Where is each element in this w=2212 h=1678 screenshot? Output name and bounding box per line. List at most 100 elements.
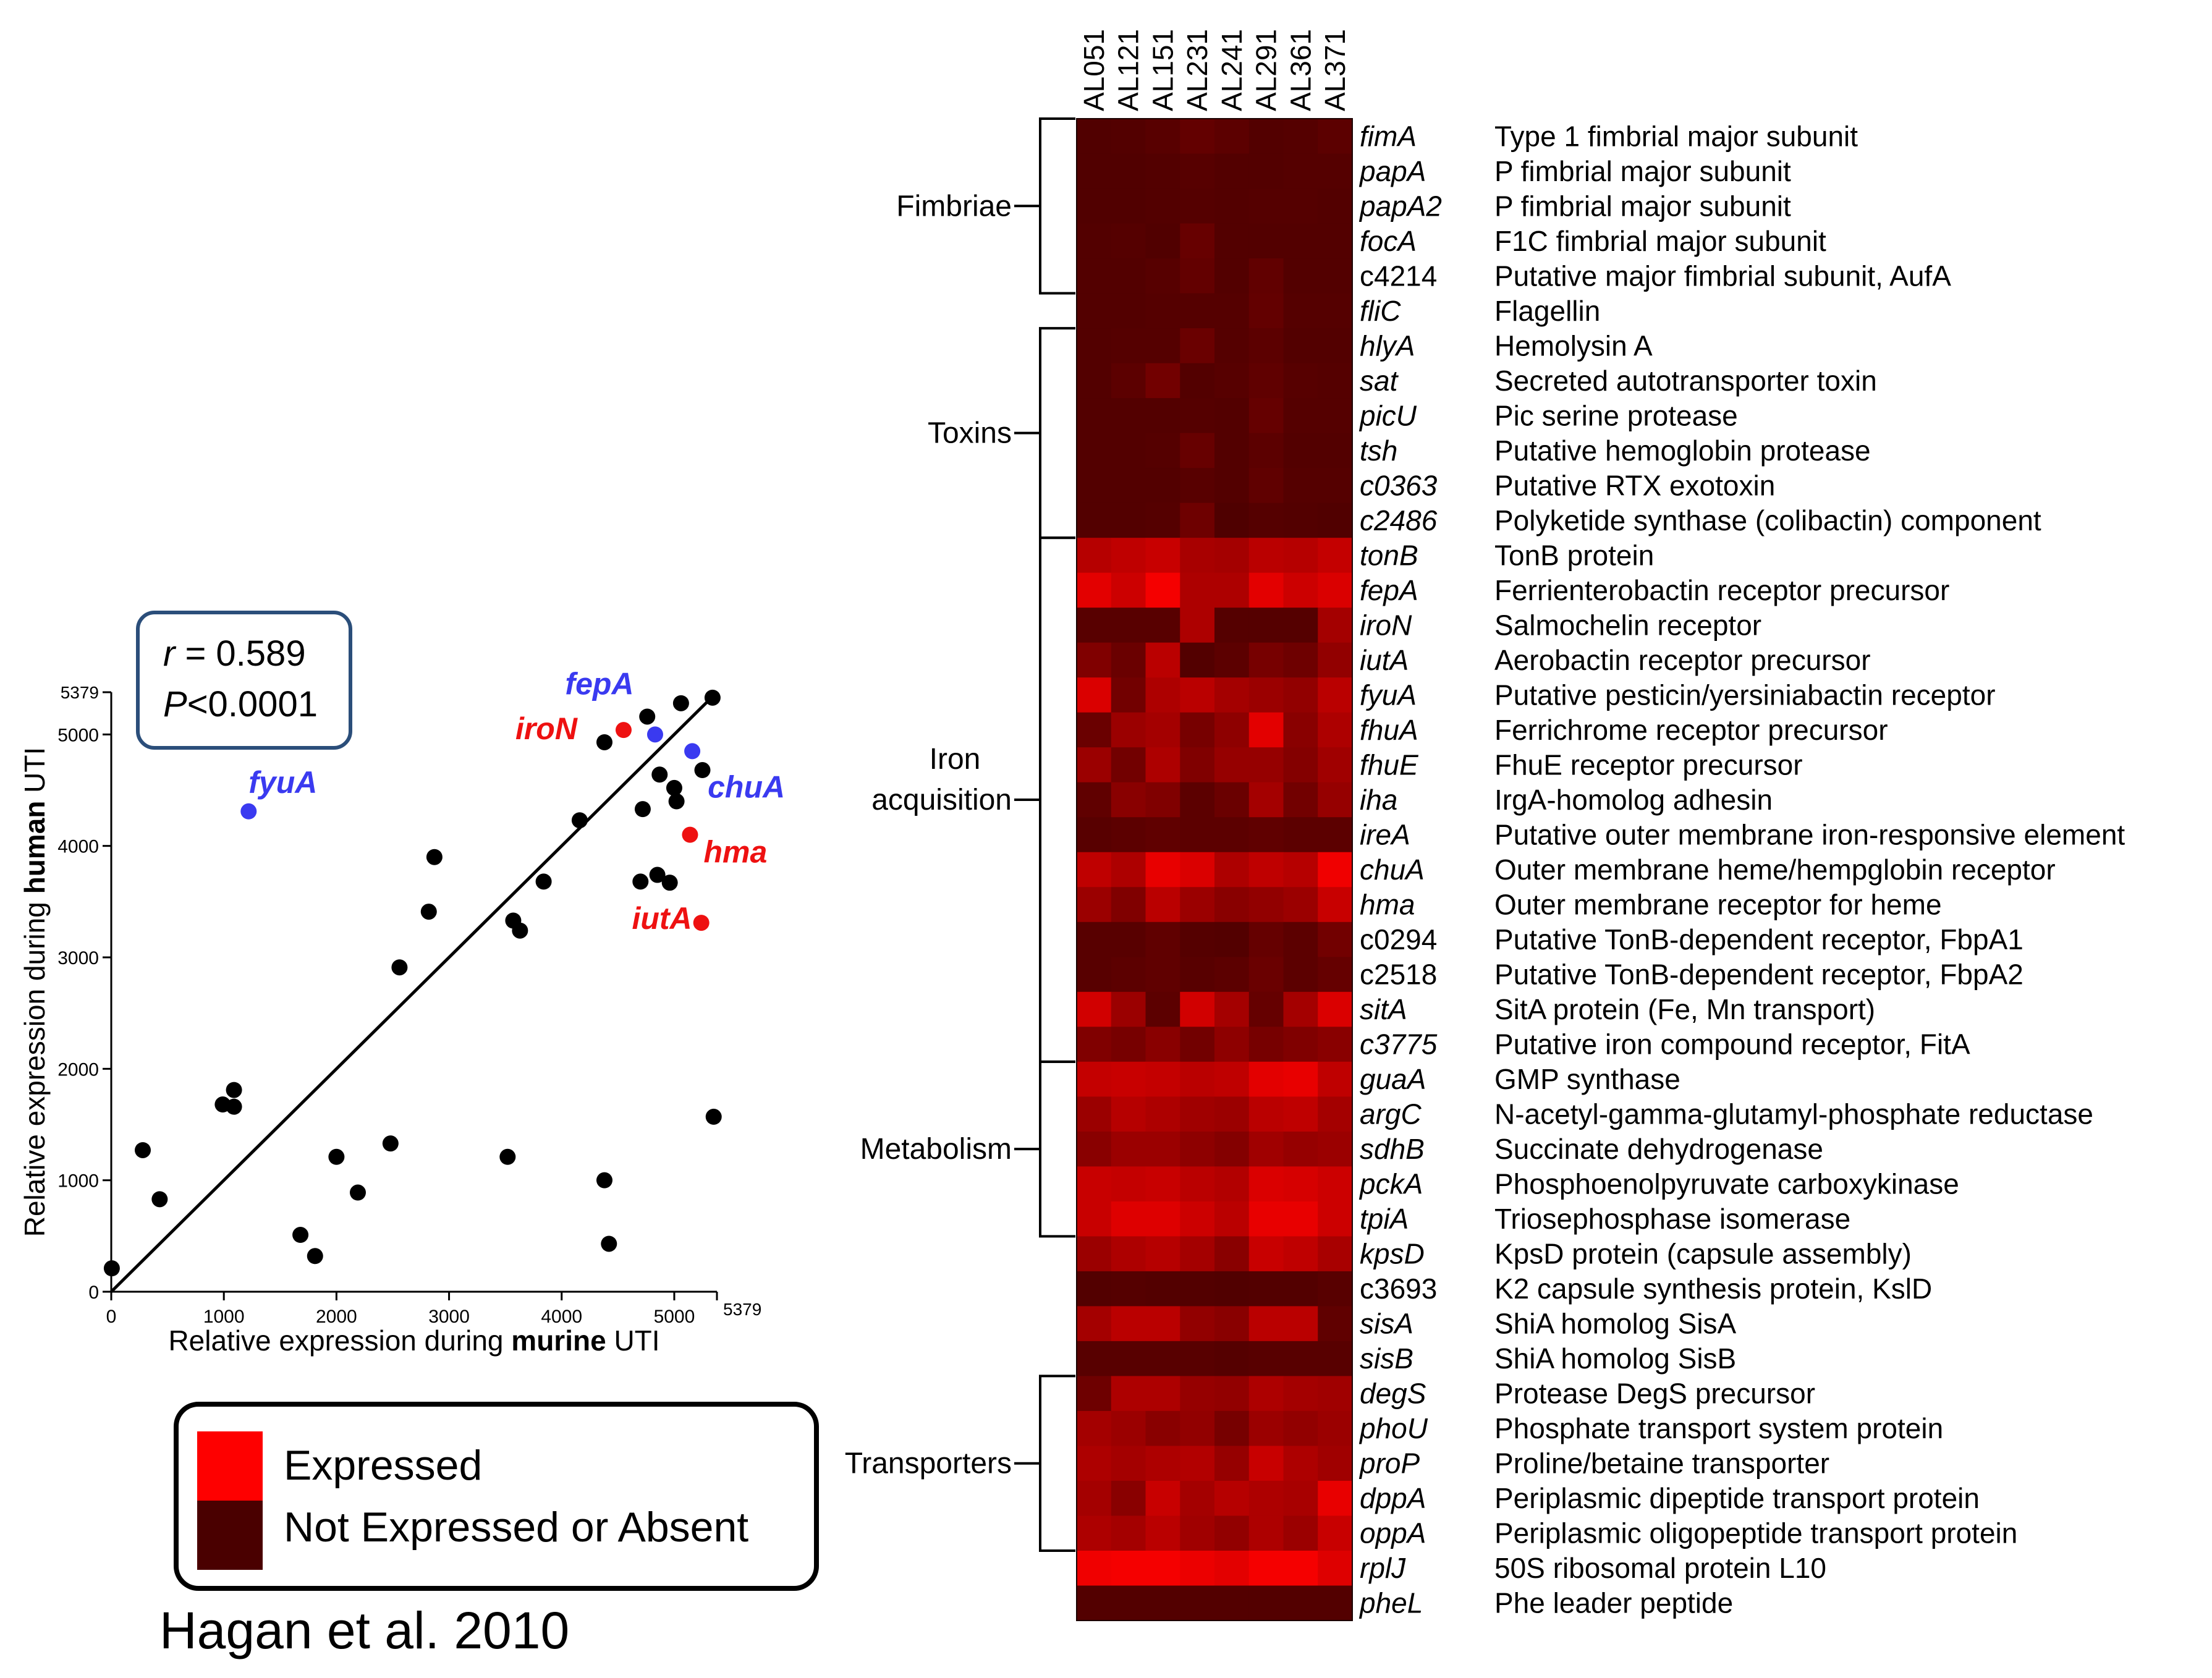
heatmap-cell [1318,119,1353,155]
data-point [391,959,408,976]
heatmap-cell [1318,1166,1353,1202]
heatmap-cell [1318,1446,1353,1481]
heatmap-gene-description: Putative TonB-dependent receptor, FbpA2 [1494,959,2023,991]
heatmap-cell [1111,677,1146,713]
group-label: Transporters [845,1447,1012,1480]
heatmap-cell [1248,1341,1284,1377]
heatmap-cell [1248,677,1284,713]
heatmap-cell [1077,1341,1112,1377]
heatmap-cell [1214,1271,1250,1307]
heatmap-cell [1318,642,1353,678]
heatmap-cell [1318,1096,1353,1132]
heatmap-gene-description: Putative TonB-dependent receptor, FbpA1 [1494,923,2023,956]
heatmap-cell [1214,153,1250,189]
heatmap-cell [1145,538,1180,574]
heatmap-cell [1248,747,1284,783]
heatmap-cell [1111,1166,1146,1202]
heatmap-cell [1145,608,1180,643]
heatmap-cell [1077,1515,1112,1551]
x-tick-label: 1000 [203,1307,245,1327]
heatmap-cell [1145,1131,1180,1167]
heatmap-gene-label: guaA [1360,1063,1426,1095]
heatmap-cell [1180,1410,1215,1447]
heatmap-gene-label: hma [1360,889,1415,921]
heatmap-cell [1283,1166,1318,1202]
heatmap-cell [1111,817,1146,853]
highlighted-point-iroN [615,722,632,739]
heatmap-cell [1111,1027,1146,1062]
heatmap-cell [1248,782,1284,818]
data-point [535,873,552,890]
heatmap-cell [1077,328,1112,364]
heatmap-cell [1077,1201,1112,1237]
heatmap-gene-description: P fimbrial major subunit [1494,155,1791,187]
heatmap-gene-description: Putative major fimbrial subunit, AufA [1494,260,1951,292]
heatmap-cell [1214,119,1250,155]
heatmap-cell [1077,293,1112,329]
heatmap-cell [1283,502,1318,538]
heatmap-gene-description: 50S ribosomal protein L10 [1494,1552,1826,1584]
heatmap-cell [1318,1131,1353,1167]
heatmap-gene-label: argC [1360,1098,1422,1130]
heatmap-cell [1077,398,1112,434]
heatmap-cell [1180,1446,1215,1481]
heatmap-cell [1318,1550,1353,1587]
heatmap-cell [1180,223,1215,259]
heatmap-cell [1214,1376,1250,1412]
heatmap-gene-description: Hemolysin A [1494,329,1653,362]
heatmap-cell [1214,223,1250,259]
heatmap-gene-label: c0363 [1360,469,1438,501]
heatmap-cell [1318,502,1353,538]
citation-text: Hagan et al. 2010 [159,1601,570,1659]
heatmap-cell [1111,538,1146,574]
heatmap-gene-description: F1C fimbrial major subunit [1494,225,1826,257]
heatmap-gene-label: iroN [1360,609,1412,641]
heatmap-cell [1214,538,1250,574]
heatmap-cell [1180,1236,1215,1272]
heatmap-gene-label: c2486 [1360,504,1438,536]
heatmap-cell [1111,887,1146,923]
heatmap-cell [1145,1446,1180,1481]
heatmap-gene-label: papA [1358,155,1426,187]
heatmap-cell [1077,1376,1112,1412]
heatmap-cell [1283,852,1318,888]
heatmap-cell [1077,1271,1112,1307]
heatmap-cell [1180,328,1215,364]
heatmap-cell [1145,922,1180,957]
heatmap-gene-description: K2 capsule synthesis protein, KslD [1494,1273,1932,1305]
heatmap-column-label: AL151 [1146,29,1179,111]
heatmap-gene-label: iha [1360,784,1397,816]
heatmap-cell [1318,712,1353,748]
heatmap-cell [1283,328,1318,364]
x-tick-label: 2000 [316,1307,357,1327]
heatmap-cell [1283,363,1318,399]
heatmap-cell [1111,957,1146,993]
heatmap-cell [1077,433,1112,468]
heatmap-cell [1111,153,1146,189]
heatmap-cell [1111,1096,1146,1132]
heatmap-cell [1283,1201,1318,1237]
heatmap-cell [1180,782,1215,818]
data-point [135,1142,151,1158]
heatmap-cell [1180,1515,1215,1551]
heatmap-cell [1283,1341,1318,1377]
heatmap-cell [1180,468,1215,504]
y-axis-title-bold: human [19,801,51,894]
heatmap-cell [1077,922,1112,957]
group-bracket [1039,327,1075,540]
heatmap-cell [1248,1131,1284,1167]
heatmap-cell [1077,538,1112,574]
heatmap-cell [1248,502,1284,538]
heatmap-cell [1248,119,1284,155]
heatmap-cell [1077,1131,1112,1167]
heatmap-cell [1318,1480,1353,1517]
heatmap-cell [1248,1480,1284,1517]
heatmap-cell [1283,223,1318,259]
heatmap-gene-label: fhuA [1360,714,1418,746]
heatmap-cell [1145,189,1180,224]
heatmap-cell [1318,747,1353,783]
heatmap-cell [1318,887,1353,923]
heatmap-border [1076,118,1353,1621]
legend-label-expressed: Expressed [284,1442,483,1489]
point-label-fyuA: fyuA [248,765,317,800]
